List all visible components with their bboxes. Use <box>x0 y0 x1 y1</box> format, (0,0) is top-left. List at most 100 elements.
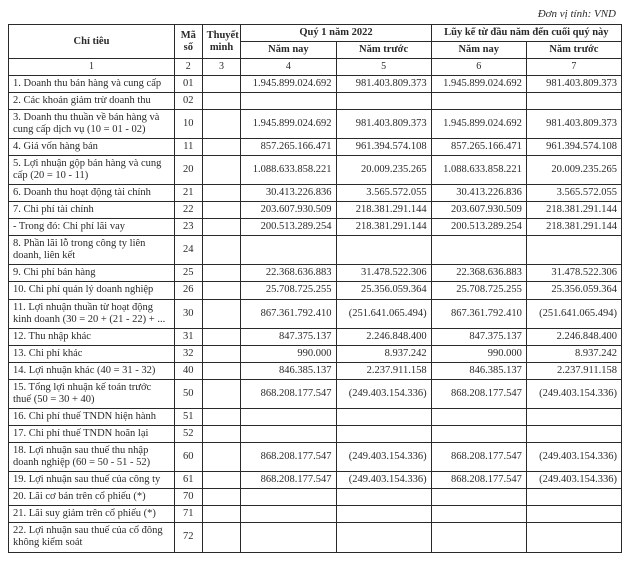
cell-lk-nay: 1.088.633.858.221 <box>431 155 526 184</box>
cell-lk-truoc: 25.356.059.364 <box>526 282 621 299</box>
table-body: 1. Doanh thu bán hàng và cung cấp011.945… <box>9 75 622 552</box>
cell-q-nay <box>241 236 336 265</box>
cell-lk-nay <box>431 523 526 552</box>
table-row: 7. Chi phí tài chính22203.607.930.509218… <box>9 202 622 219</box>
cell-tm <box>202 379 241 408</box>
cell-lk-nay <box>431 236 526 265</box>
cell-q-nay: 1.945.899.024.692 <box>241 75 336 92</box>
cell-lk-truoc: 2.246.848.400 <box>526 328 621 345</box>
cell-tm <box>202 236 241 265</box>
hdr-lk-nam-truoc: Năm trước <box>526 42 621 59</box>
cell-q-truoc <box>336 489 431 506</box>
cell-ms: 40 <box>174 362 202 379</box>
cell-lk-truoc: 961.394.574.108 <box>526 138 621 155</box>
cell-label: - Trong đó: Chi phí lãi vay <box>9 219 175 236</box>
cell-ms: 61 <box>174 472 202 489</box>
table-row: 9. Chi phí bán hàng25 22.368.636.88331.47… <box>9 265 622 282</box>
cell-lk-nay <box>431 92 526 109</box>
cell-ms: 50 <box>174 379 202 408</box>
cell-tm <box>202 443 241 472</box>
cell-ms: 32 <box>174 345 202 362</box>
cell-q-truoc <box>336 92 431 109</box>
cell-tm <box>202 202 241 219</box>
cell-lk-nay <box>431 408 526 425</box>
cell-lk-nay: 857.265.166.471 <box>431 138 526 155</box>
cell-lk-truoc <box>526 408 621 425</box>
table-row: 1. Doanh thu bán hàng và cung cấp011.945… <box>9 75 622 92</box>
cell-q-nay <box>241 489 336 506</box>
cell-tm <box>202 75 241 92</box>
cell-ms: 31 <box>174 328 202 345</box>
cell-ms: 20 <box>174 155 202 184</box>
cell-tm <box>202 185 241 202</box>
cell-lk-truoc: 3.565.572.055 <box>526 185 621 202</box>
cell-lk-nay <box>431 489 526 506</box>
cell-lk-truoc: 218.381.291.144 <box>526 219 621 236</box>
table-row: 19. Lợi nhuận sau thuế của công ty61868.… <box>9 472 622 489</box>
cell-lk-nay: 25.708.725.255 <box>431 282 526 299</box>
cell-q-truoc: 3.565.572.055 <box>336 185 431 202</box>
col-num-6: 6 <box>431 59 526 76</box>
cell-q-nay: 847.375.137 <box>241 328 336 345</box>
cell-tm <box>202 362 241 379</box>
cell-tm <box>202 328 241 345</box>
cell-lk-nay: 846.385.137 <box>431 362 526 379</box>
col-num-3: 3 <box>202 59 241 76</box>
table-row: 4. Giá vốn hàng bán11857.265.166.471961.… <box>9 138 622 155</box>
cell-q-nay: 846.385.137 <box>241 362 336 379</box>
cell-lk-truoc: (249.403.154.336) <box>526 472 621 489</box>
cell-label: 4. Giá vốn hàng bán <box>9 138 175 155</box>
cell-lk-truoc: 218.381.291.144 <box>526 202 621 219</box>
cell-ms: 70 <box>174 489 202 506</box>
cell-q-nay: 868.208.177.547 <box>241 379 336 408</box>
cell-label: 2. Các khoản giảm trừ doanh thu <box>9 92 175 109</box>
cell-q-nay: 22.368.636.883 <box>241 265 336 282</box>
table-row: 21. Lãi suy giảm trên cổ phiếu (*)71 <box>9 506 622 523</box>
cell-ms: 21 <box>174 185 202 202</box>
cell-lk-truoc: 981.403.809.373 <box>526 75 621 92</box>
cell-q-nay <box>241 92 336 109</box>
cell-label: 9. Chi phí bán hàng <box>9 265 175 282</box>
cell-q-nay <box>241 523 336 552</box>
cell-q-truoc: 981.403.809.373 <box>336 109 431 138</box>
hdr-quy: Quý 1 năm 2022 <box>241 25 431 42</box>
cell-label: 6. Doanh thu hoạt động tài chính <box>9 185 175 202</box>
cell-ms: 52 <box>174 426 202 443</box>
cell-q-nay: 857.265.166.471 <box>241 138 336 155</box>
cell-label: 15. Tổng lợi nhuận kế toán trước thuế (5… <box>9 379 175 408</box>
cell-label: 16. Chi phí thuế TNDN hiện hành <box>9 408 175 425</box>
hdr-q-nam-truoc: Năm trước <box>336 42 431 59</box>
cell-q-nay: 990.000 <box>241 345 336 362</box>
hdr-chi-tieu: Chỉ tiêu <box>9 25 175 59</box>
cell-label: 5. Lợi nhuận gộp bán hàng và cung cấp (2… <box>9 155 175 184</box>
cell-q-truoc: 31.478.522.306 <box>336 265 431 282</box>
cell-label: 12. Thu nhập khác <box>9 328 175 345</box>
cell-label: 19. Lợi nhuận sau thuế của công ty <box>9 472 175 489</box>
cell-q-truoc: 218.381.291.144 <box>336 219 431 236</box>
cell-lk-truoc <box>526 236 621 265</box>
cell-tm <box>202 426 241 443</box>
cell-q-nay: 867.361.792.410 <box>241 299 336 328</box>
cell-tm <box>202 155 241 184</box>
cell-lk-nay: 1.945.899.024.692 <box>431 75 526 92</box>
cell-lk-nay: 200.513.289.254 <box>431 219 526 236</box>
cell-tm <box>202 472 241 489</box>
cell-q-nay: 203.607.930.509 <box>241 202 336 219</box>
cell-ms: 25 <box>174 265 202 282</box>
cell-lk-nay: 868.208.177.547 <box>431 379 526 408</box>
cell-q-truoc: (251.641.065.494) <box>336 299 431 328</box>
table-row: 14. Lợi nhuận khác (40 = 31 - 32)40846.3… <box>9 362 622 379</box>
cell-q-truoc: 961.394.574.108 <box>336 138 431 155</box>
cell-tm <box>202 506 241 523</box>
cell-label: 11. Lợi nhuận thuần từ hoạt động kinh do… <box>9 299 175 328</box>
table-row: - Trong đó: Chi phí lãi vay23200.513.289… <box>9 219 622 236</box>
cell-ms: 24 <box>174 236 202 265</box>
cell-q-nay: 1.088.633.858.221 <box>241 155 336 184</box>
cell-lk-nay: 30.413.226.836 <box>431 185 526 202</box>
cell-lk-truoc: (249.403.154.336) <box>526 379 621 408</box>
cell-ms: 22 <box>174 202 202 219</box>
cell-tm <box>202 523 241 552</box>
cell-ms: 30 <box>174 299 202 328</box>
hdr-ma-so: Mã số <box>174 25 202 59</box>
hdr-lk-nam-nay: Năm nay <box>431 42 526 59</box>
